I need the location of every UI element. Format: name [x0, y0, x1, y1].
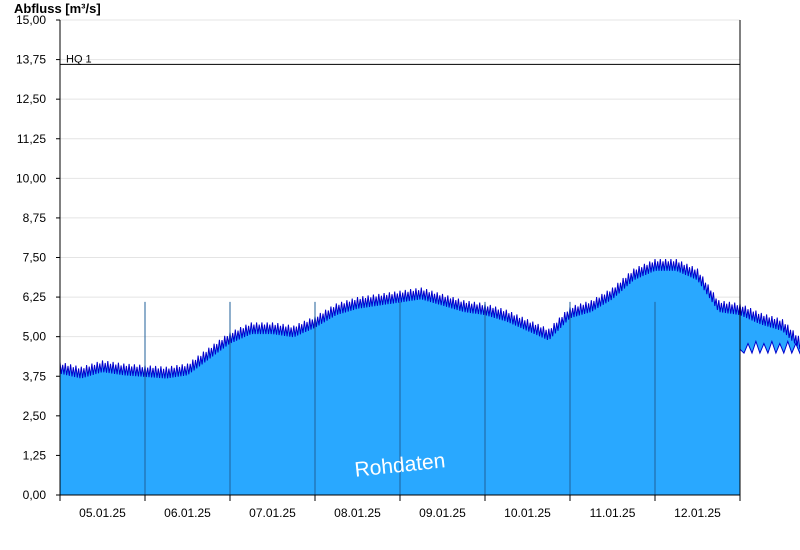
y-tick-label: 15,00	[16, 13, 46, 27]
y-tick-label: 11,25	[17, 132, 46, 146]
x-tick-label: 11.01.25	[590, 506, 636, 520]
y-tick-label: 2,50	[23, 409, 47, 423]
day-separators	[144, 301, 656, 495]
y-tick-label: 8,75	[23, 211, 47, 225]
y-tick-label: 10,00	[16, 171, 46, 185]
y-tick-label: 5,00	[23, 330, 47, 344]
series-line	[59, 258, 800, 379]
hq1-reference: HQ 1	[60, 53, 740, 65]
y-tick-label: 7,50	[23, 251, 47, 265]
y-tick-label: 0,00	[23, 488, 47, 502]
hq1-label: HQ 1	[66, 53, 92, 65]
axes	[59, 20, 741, 501]
x-tick-label: 09.01.25	[419, 506, 466, 520]
x-tick-label: 07.01.25	[249, 506, 296, 520]
x-tick-label: 05.01.25	[79, 506, 126, 520]
y-tick-label: 6,25	[23, 290, 47, 304]
y-tick-label: 13,75	[16, 53, 46, 67]
y-tick-label: 1,25	[23, 448, 47, 462]
x-tick-label: 08.01.25	[334, 506, 381, 520]
y-tick-label: 3,75	[23, 369, 47, 383]
x-tick-labels: 05.01.25 06.01.25 07.01.25 08.01.25 09.01.25…	[79, 506, 721, 520]
y-tick-labels: 0,00 1,25 2,50 3,75 5,00 6,25 7,50 8,75 10,00 11,…	[16, 13, 46, 502]
series-area	[59, 258, 800, 495]
y-axis-label: Abfluss [m³/s]	[14, 1, 101, 16]
series-fill	[60, 259, 800, 495]
y-tick-label: 12,50	[16, 92, 46, 106]
x-tick-label: 06.01.25	[164, 506, 211, 520]
x-tick-label: 12.01.25	[674, 506, 721, 520]
x-tick-label: 10.01.25	[504, 506, 551, 520]
